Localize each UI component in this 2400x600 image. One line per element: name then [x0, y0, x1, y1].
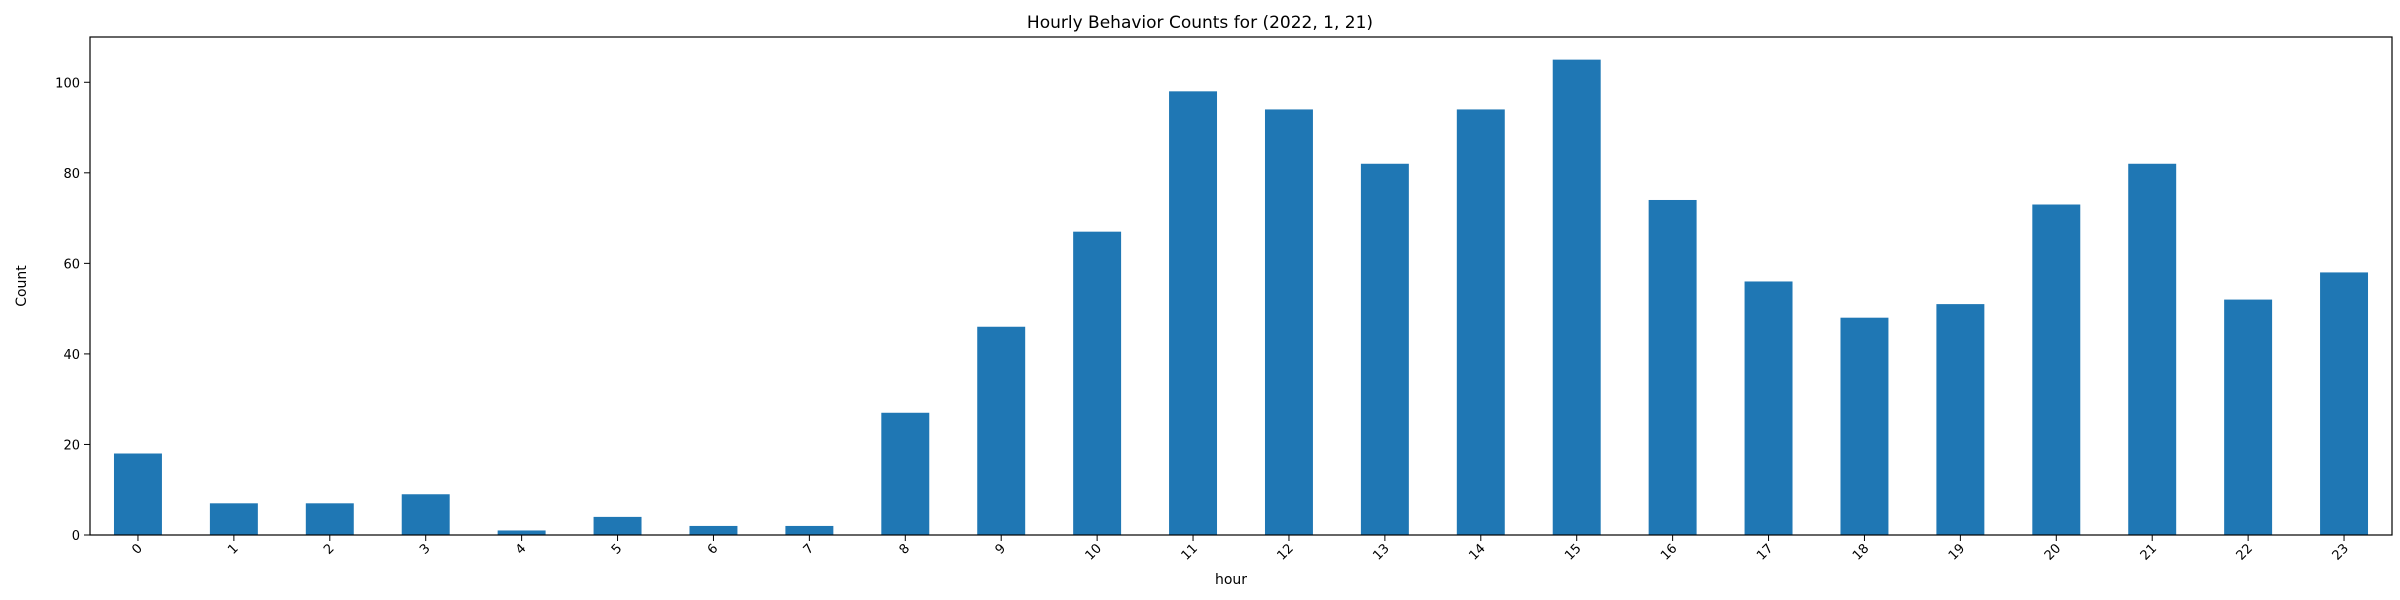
x-tick-label: 5 — [609, 541, 625, 557]
bar-hour-7 — [785, 525, 834, 535]
bar-hour-11 — [1169, 91, 1218, 535]
x-tick-label: 18 — [1850, 541, 1872, 563]
chart-title: Hourly Behavior Counts for (2022, 1, 21) — [1027, 13, 1373, 33]
y-tick-label: 20 — [63, 438, 80, 453]
x-tick-label: 13 — [1370, 541, 1392, 563]
y-axis-ticks: 0 20 40 60 80 100 — [55, 76, 90, 544]
bar-hour-22 — [2224, 299, 2273, 535]
x-tick-label: 23 — [2330, 541, 2352, 563]
bar-hour-17 — [1744, 281, 1793, 535]
bar-hour-12 — [1264, 109, 1313, 535]
x-tick-label: 4 — [513, 541, 529, 557]
x-tick-label: 2 — [321, 541, 337, 557]
bar-hour-2 — [305, 503, 354, 535]
y-tick-label: 100 — [55, 76, 80, 91]
x-tick-label: 10 — [1083, 541, 1105, 563]
x-tick-label: 8 — [897, 541, 913, 557]
bar-hour-16 — [1648, 199, 1697, 535]
x-tick-label: 22 — [2234, 541, 2256, 563]
bar-hour-21 — [2128, 163, 2177, 535]
bar-hour-8 — [881, 412, 930, 535]
bar-hour-14 — [1456, 109, 1505, 535]
bar-hour-1 — [209, 503, 258, 535]
x-tick-label: 1 — [225, 541, 241, 557]
bars-group — [113, 59, 2369, 536]
x-tick-label: 15 — [1562, 541, 1584, 563]
bar-hour-6 — [689, 525, 738, 535]
bar-hour-15 — [1552, 59, 1601, 536]
y-tick-label: 40 — [63, 348, 80, 363]
bar-hour-13 — [1360, 163, 1409, 535]
bar-hour-10 — [1073, 231, 1122, 535]
bar-hour-5 — [593, 516, 642, 535]
x-tick-label: 7 — [801, 541, 817, 557]
y-axis-label: Count — [14, 265, 30, 307]
bar-hour-23 — [2320, 272, 2369, 535]
x-tick-label: 9 — [993, 541, 1009, 557]
bar-hour-4 — [497, 530, 546, 535]
bar-hour-19 — [1936, 304, 1985, 535]
plot-frame — [89, 36, 2393, 536]
x-tick-label: 6 — [705, 541, 721, 557]
x-tick-label: 20 — [2042, 541, 2064, 563]
bar-hour-0 — [113, 453, 162, 535]
x-tick-label: 12 — [1274, 541, 1296, 563]
bar-hour-9 — [977, 326, 1026, 535]
x-tick-label: 19 — [1946, 541, 1968, 563]
y-tick-label: 60 — [63, 257, 80, 272]
y-tick-label: 80 — [63, 167, 80, 182]
x-tick-label: 16 — [1658, 541, 1680, 563]
bar-hour-3 — [401, 494, 450, 535]
x-tick-label: 0 — [129, 541, 145, 557]
y-tick-label: 0 — [72, 529, 80, 544]
x-axis-ticks: 0 1 2 3 4 5 6 7 8 9 10 11 12 13 14 15 16 17 18 19 20 21 22 23 — [129, 535, 2352, 564]
x-tick-label: 3 — [417, 541, 433, 557]
x-tick-label: 17 — [1754, 541, 1776, 563]
x-axis-label: hour — [1215, 572, 1247, 588]
x-tick-label: 21 — [2138, 541, 2160, 563]
x-tick-label: 11 — [1179, 541, 1201, 563]
bar-hour-18 — [1840, 317, 1889, 535]
x-tick-label: 14 — [1466, 541, 1488, 563]
bar-hour-20 — [2032, 204, 2081, 535]
